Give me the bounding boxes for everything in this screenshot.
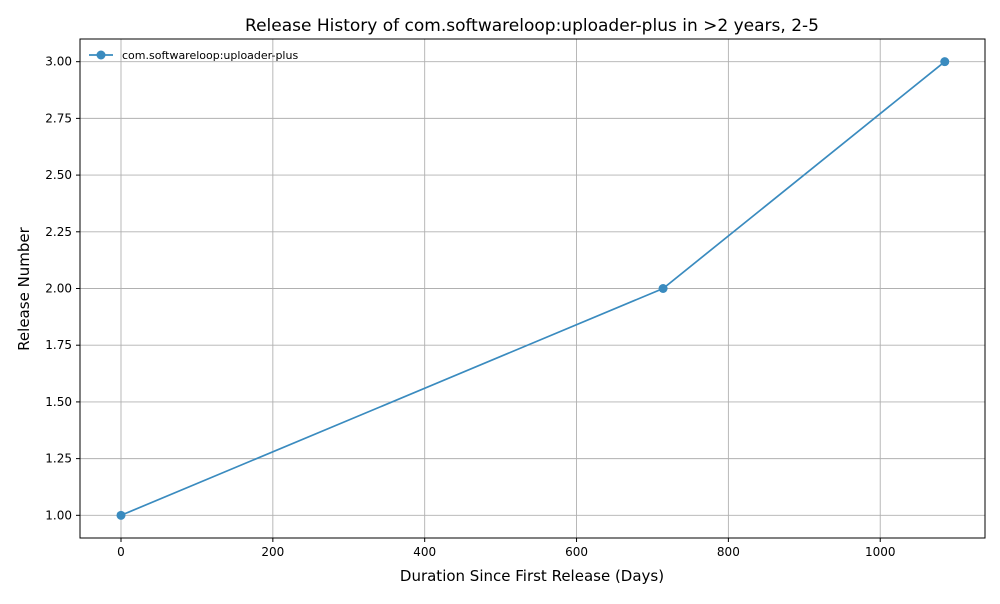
y-axis-label: Release Number: [15, 226, 33, 350]
data-point: [658, 284, 668, 293]
y-tick-label: 3.00: [45, 55, 72, 69]
chart-title: Release History of com.softwareloop:uplo…: [245, 16, 819, 36]
y-tick-label: 2.00: [45, 282, 72, 296]
y-tick-label: 1.75: [45, 338, 72, 352]
x-tick-label: 600: [565, 545, 588, 559]
data-point: [116, 510, 126, 520]
x-tick-label: 1000: [865, 545, 896, 559]
y-tick-label: 1.50: [45, 395, 72, 409]
x-tick-label: 800: [717, 545, 740, 559]
series-layer: [116, 57, 950, 520]
legend-label: com.softwareloop:uploader-plus: [122, 49, 298, 62]
y-tick-label: 2.75: [45, 111, 72, 125]
data-point: [940, 57, 950, 67]
x-tick-label: 400: [413, 545, 436, 559]
x-tick-label: 200: [261, 545, 284, 559]
y-tick-label: 1.25: [45, 452, 72, 466]
x-axis-label: Duration Since First Release (Days): [400, 567, 664, 585]
x-axis-ticks: 0 200 400 600 800 1000: [117, 538, 895, 559]
y-axis-ticks: 1.00 1.25 1.50 1.75 2.00 2.25 2.50 2.75 3.00: [45, 55, 80, 522]
y-tick-label: 2.25: [45, 225, 72, 239]
grid-lines: [80, 39, 985, 538]
y-tick-label: 2.50: [45, 168, 72, 182]
x-tick-label: 0: [117, 545, 125, 559]
y-tick-label: 1.00: [45, 508, 72, 522]
legend-marker-swatch: [96, 50, 106, 60]
legend: com.softwareloop:uploader-plus: [89, 49, 298, 62]
